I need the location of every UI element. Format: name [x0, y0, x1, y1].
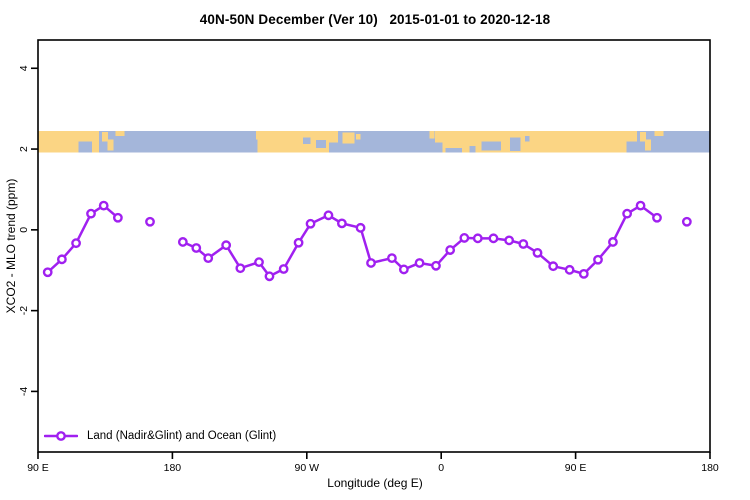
plot-border	[37, 39, 711, 453]
x-tick-label: 90 W	[295, 462, 320, 474]
line-marker-icon	[44, 431, 78, 441]
data-point	[56, 254, 67, 265]
map-band-patch	[509, 137, 521, 152]
data-point	[71, 238, 81, 249]
map-band-segment	[99, 130, 258, 153]
data-point	[366, 258, 376, 268]
data-point	[459, 233, 470, 243]
data-point	[305, 218, 316, 229]
data-point	[564, 264, 575, 275]
data-point	[323, 210, 334, 221]
data-point	[532, 247, 543, 258]
map-band-segment	[435, 130, 637, 153]
legend: Land (Nadir&Glint) and Ocean (Glint)	[44, 429, 276, 443]
map-band-segment	[257, 130, 330, 153]
data-point	[293, 237, 304, 248]
data-point	[518, 239, 529, 249]
data-point	[235, 263, 246, 274]
x-tick-label: 0	[438, 462, 444, 474]
data-point	[472, 233, 483, 244]
map-band-patch	[626, 141, 637, 153]
map-band-patch	[645, 139, 652, 151]
map-band-segment	[329, 130, 436, 153]
data-point	[86, 208, 96, 219]
y-tick-label: -4	[18, 387, 30, 396]
x-tick-label: 90 E	[27, 462, 49, 474]
map-band-patch	[356, 134, 361, 140]
data-point	[355, 222, 366, 233]
data-point	[145, 216, 155, 227]
y-tick-label: 2	[18, 146, 30, 152]
data-point	[278, 264, 289, 274]
data-point	[98, 200, 109, 211]
x-tick-label: 180	[164, 462, 182, 474]
data-point	[112, 212, 123, 223]
map-band-patch	[329, 130, 339, 143]
data-point	[177, 237, 188, 247]
map-band-patch	[315, 139, 327, 149]
data-point	[414, 258, 425, 268]
map-band-patch	[481, 141, 501, 151]
data-point	[264, 271, 275, 282]
data-point	[548, 261, 559, 272]
map-band-patch	[654, 130, 664, 137]
map-band-patch	[429, 130, 435, 139]
data-point	[203, 253, 214, 264]
legend-label: Land (Nadir&Glint) and Ocean (Glint)	[87, 430, 277, 442]
data-point	[336, 218, 347, 229]
map-band-patch	[469, 145, 476, 153]
map-band-patch	[102, 131, 109, 142]
x-tick-label: 180	[701, 462, 719, 474]
data-point	[578, 268, 589, 279]
data-point	[387, 253, 397, 264]
data-point	[504, 235, 515, 246]
data-point	[191, 243, 202, 253]
y-tick-label: -2	[18, 306, 30, 315]
data-point	[488, 233, 499, 244]
map-band-patch	[107, 139, 114, 151]
legend-point	[56, 431, 66, 441]
data-point	[398, 264, 409, 275]
data-point	[254, 257, 264, 268]
y-tick-label: 0	[18, 227, 30, 233]
data-point	[431, 260, 441, 271]
map-band-patch	[303, 137, 311, 145]
data-point	[221, 240, 232, 251]
map-band-patch	[256, 130, 262, 140]
data-point	[635, 200, 646, 211]
map-band-patch	[78, 141, 92, 153]
x-axis-title: Longitude (deg E)	[327, 476, 423, 490]
data-point	[445, 245, 456, 255]
map-band-patch	[342, 132, 355, 144]
x-tick-label: 90 E	[565, 462, 587, 474]
map-band-patch	[435, 142, 443, 153]
data-point	[622, 208, 633, 219]
chart-title: 40N-50N December (Ver 10) 2015-01-01 to …	[199, 12, 551, 27]
data-point	[681, 216, 692, 227]
map-band-patch	[524, 136, 530, 142]
y-tick-label: 4	[18, 65, 30, 71]
data-point	[652, 212, 662, 223]
data-point	[593, 254, 603, 265]
map-band-patch	[445, 148, 463, 153]
map-band-patch	[115, 130, 125, 137]
map-band-patch	[639, 131, 646, 142]
data-point	[608, 237, 618, 247]
data-point	[42, 267, 53, 278]
